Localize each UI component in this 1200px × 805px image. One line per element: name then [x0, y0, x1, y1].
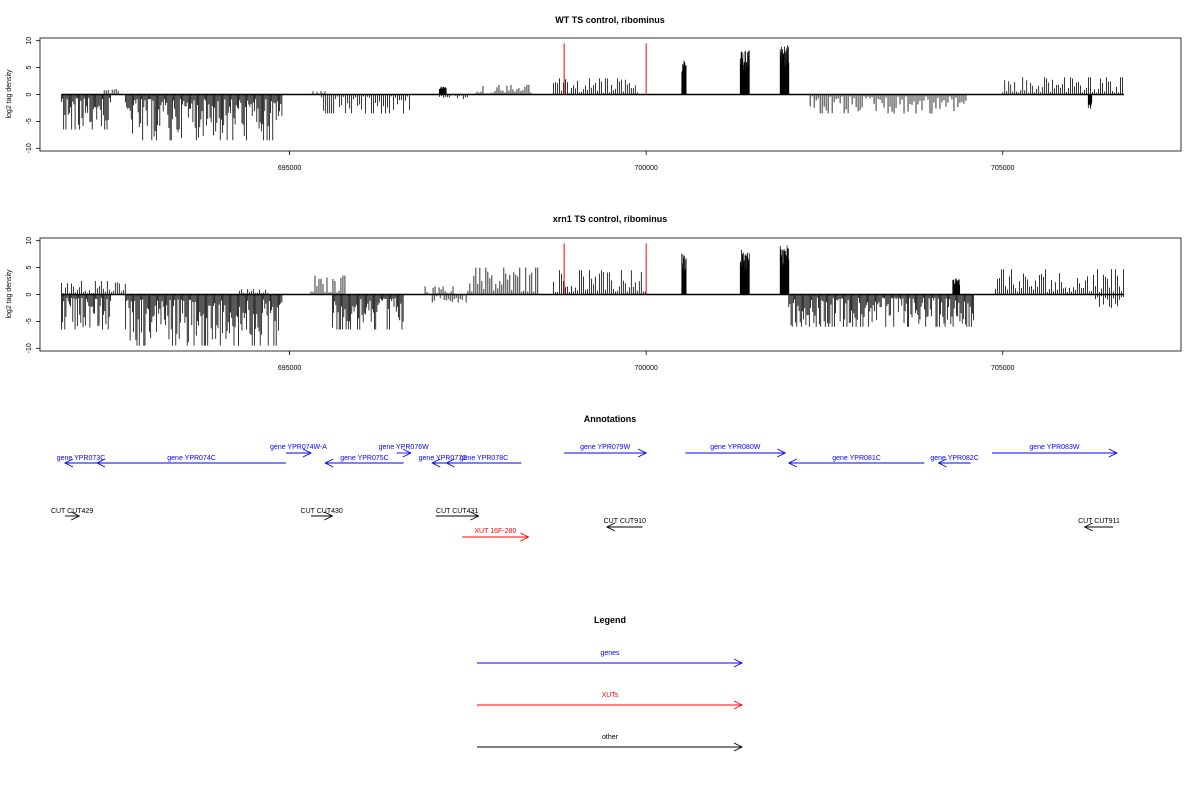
arrow-head — [402, 448, 412, 458]
legend-item: other — [477, 734, 744, 752]
annotation-label: gene YPR076W — [379, 444, 429, 451]
annotation-feature: gene YPR076W — [379, 444, 429, 458]
arrow-head — [937, 458, 947, 468]
arrow-head — [324, 511, 334, 521]
annotation-feature: gene YPR074C — [96, 455, 287, 468]
y-tick-label: -10 — [26, 143, 33, 153]
annotation-label: CUT CUT431 — [436, 508, 478, 515]
arrow-head — [520, 532, 530, 542]
x-tick-label: 695000 — [278, 165, 301, 172]
annotation-feature: gene YPR080W — [685, 444, 787, 458]
y-tick-label: 5 — [26, 266, 33, 270]
y-axis-label: log2 tag density — [6, 69, 13, 119]
y-tick-label: -5 — [26, 318, 33, 324]
arrow-head — [733, 658, 744, 668]
annotations-title: Annotations — [584, 414, 637, 424]
arrow-head — [733, 742, 744, 752]
y-tick-label: 10 — [26, 237, 33, 245]
arrow-head — [605, 522, 616, 532]
annotations-track: Annotations gene YPR073C gene YPR074C gene… — [51, 414, 1120, 542]
arrow-head — [1083, 522, 1093, 532]
y-tick-label: 0 — [26, 292, 33, 296]
annotation-label: gene YPR078C — [460, 455, 509, 462]
panel-title: WT TS control, ribominus — [555, 15, 665, 25]
annotation-label: CUT CUT910 — [604, 518, 646, 525]
annotation-label: gene YPR077C — [419, 455, 468, 462]
y-tick-label: 10 — [26, 37, 33, 45]
annotation-label: gene YPR074W-A — [270, 444, 327, 451]
arrow-head — [63, 458, 74, 468]
panel-title: xrn1 TS control, ribominus — [553, 214, 668, 224]
legend-item: genes — [477, 650, 744, 668]
arrow-head — [431, 458, 441, 468]
x-tick-label: 700000 — [634, 365, 657, 372]
annotation-feature: gene YPR083W — [992, 444, 1118, 458]
arrow-head — [96, 458, 106, 468]
annotation-feature: gene YPR082C — [930, 455, 979, 468]
arrow-head — [637, 448, 648, 458]
annotation-label: XUT 16F-280 — [474, 528, 516, 535]
y-tick-label: -10 — [26, 343, 33, 353]
annotation-label: gene YPR075C — [340, 455, 389, 462]
x-tick-label: 695000 — [278, 365, 301, 372]
x-tick-label: 705000 — [991, 165, 1014, 172]
arrow-head — [733, 700, 744, 710]
y-tick-label: 5 — [26, 66, 33, 70]
annotation-label: gene YPR082C — [930, 455, 979, 462]
legend-label: XUTs — [602, 692, 619, 699]
wt-signal-panel: WT TS control, ribominus log2 tag densit… — [6, 15, 1182, 172]
annotation-label: gene YPR083W — [1029, 444, 1079, 451]
annotation-label: CUT CUT430 — [301, 508, 343, 515]
xrn1-signal-panel: xrn1 TS control, ribominus log2 tag dens… — [6, 214, 1182, 372]
annotation-feature: CUT CUT431 — [435, 508, 480, 521]
legend-item: XUTs — [477, 692, 744, 710]
annotation-label: gene YPR081C — [832, 455, 881, 462]
arrow-head — [787, 458, 797, 468]
arrow-head — [324, 458, 334, 468]
legend-title: Legend — [594, 615, 626, 625]
arrow-head — [777, 448, 787, 458]
arrow-head — [71, 511, 81, 521]
annotation-feature: CUT CUT911 — [1078, 518, 1120, 532]
annotation-feature: gene YPR075C — [324, 455, 404, 468]
legend: Legend genes XUTs other — [477, 615, 744, 752]
annotation-feature: CUT CUT430 — [301, 508, 343, 521]
x-tick-label: 705000 — [991, 365, 1014, 372]
annotation-label: CUT CUT429 — [51, 508, 93, 515]
legend-label: genes — [600, 650, 620, 657]
arrow-head — [302, 448, 312, 458]
annotation-feature: gene YPR078C — [445, 455, 522, 468]
annotation-label: gene YPR079W — [580, 444, 630, 451]
y-tick-label: 0 — [26, 92, 33, 96]
annotation-feature: CUT CUT910 — [604, 518, 646, 532]
arrow-head — [445, 458, 455, 468]
y-axis-label: log2 tag density — [6, 269, 13, 319]
legend-label: other — [602, 734, 619, 741]
annotation-label: CUT CUT911 — [1078, 518, 1120, 525]
annotation-label: gene YPR080W — [710, 444, 760, 451]
annotation-feature: CUT CUT429 — [51, 508, 93, 521]
annotation-label: gene YPR074C — [167, 455, 216, 462]
annotation-feature: gene YPR079W — [564, 444, 648, 458]
arrow-head — [470, 511, 480, 521]
annotation-feature: gene YPR081C — [787, 455, 925, 468]
annotation-feature: gene YPR074W-A — [270, 444, 327, 458]
arrow-head — [1108, 448, 1118, 458]
annotation-feature: gene YPR073C — [57, 455, 106, 468]
y-tick-label: -5 — [26, 118, 33, 124]
x-tick-label: 700000 — [634, 165, 657, 172]
annotation-feature: XUT 16F-280 — [462, 528, 530, 542]
annotation-label: gene YPR073C — [57, 455, 106, 462]
